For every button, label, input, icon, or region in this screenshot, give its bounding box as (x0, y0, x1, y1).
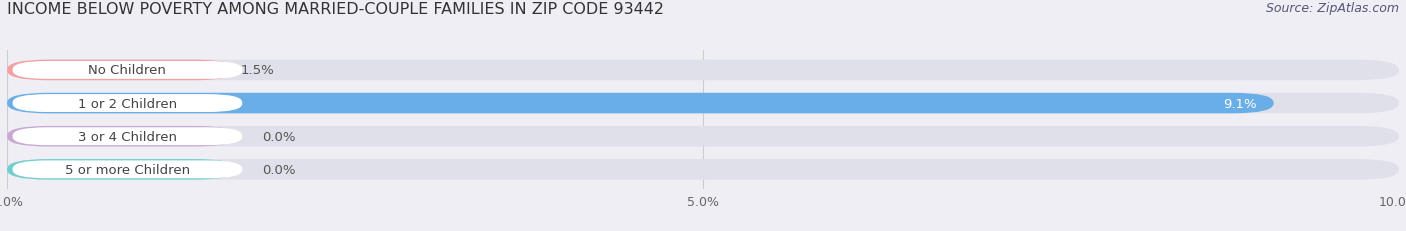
Text: 0.0%: 0.0% (262, 163, 295, 176)
Text: 3 or 4 Children: 3 or 4 Children (77, 130, 177, 143)
Text: No Children: No Children (89, 64, 166, 77)
FancyBboxPatch shape (13, 62, 242, 79)
FancyBboxPatch shape (13, 95, 242, 112)
FancyBboxPatch shape (7, 126, 1399, 147)
FancyBboxPatch shape (7, 60, 236, 81)
FancyBboxPatch shape (7, 93, 1274, 114)
Text: 5 or more Children: 5 or more Children (65, 163, 190, 176)
Text: 9.1%: 9.1% (1223, 97, 1257, 110)
Text: 1.5%: 1.5% (240, 64, 274, 77)
Text: Source: ZipAtlas.com: Source: ZipAtlas.com (1265, 2, 1399, 15)
Text: 0.0%: 0.0% (262, 130, 295, 143)
FancyBboxPatch shape (13, 161, 242, 179)
FancyBboxPatch shape (7, 126, 236, 147)
FancyBboxPatch shape (7, 159, 1399, 180)
Text: INCOME BELOW POVERTY AMONG MARRIED-COUPLE FAMILIES IN ZIP CODE 93442: INCOME BELOW POVERTY AMONG MARRIED-COUPL… (7, 2, 664, 17)
FancyBboxPatch shape (7, 60, 1399, 81)
FancyBboxPatch shape (7, 93, 1399, 114)
FancyBboxPatch shape (7, 159, 236, 180)
Text: 1 or 2 Children: 1 or 2 Children (77, 97, 177, 110)
FancyBboxPatch shape (13, 128, 242, 146)
